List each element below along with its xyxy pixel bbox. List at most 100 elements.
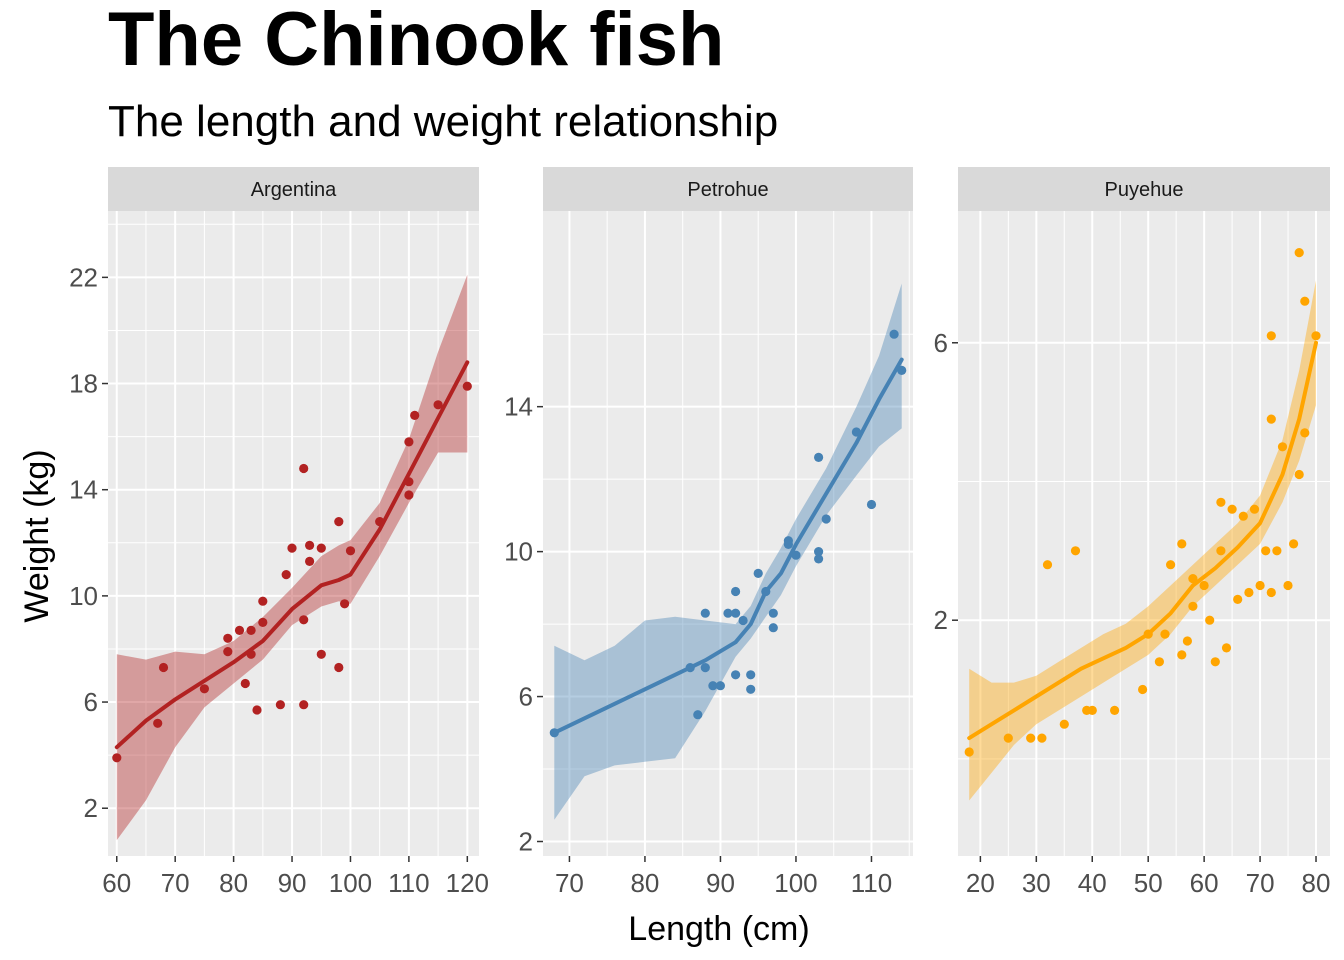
data-point-argentina-18 — [299, 700, 309, 710]
confidence-band-petrohue — [554, 283, 902, 820]
data-point-puyehue-18 — [1188, 574, 1198, 584]
data-point-puyehue-35 — [1266, 414, 1276, 424]
data-point-puyehue-33 — [1266, 587, 1276, 598]
data-point-argentina-14 — [281, 570, 291, 580]
x-axis-label: Length (cm) — [628, 910, 809, 948]
data-point-puyehue-2 — [1026, 733, 1036, 743]
data-point-petrohue-23 — [814, 554, 824, 564]
data-point-puyehue-1 — [1003, 733, 1013, 743]
data-point-argentina-3 — [199, 684, 209, 694]
data-point-puyehue-13 — [1160, 629, 1170, 639]
data-point-petrohue-21 — [814, 452, 824, 462]
data-point-petrohue-13 — [746, 684, 756, 694]
data-point-petrohue-7 — [723, 608, 733, 618]
facet-argentina: Argentina 60 70 80 90 100 110 120 2 6 10 14 18 22 — [69, 167, 489, 898]
facet-strip-petrohue — [543, 167, 913, 211]
data-point-puyehue-40 — [1294, 248, 1304, 258]
data-point-puyehue-5 — [1059, 719, 1069, 729]
x-tick-label-argentina-60: 60 — [102, 868, 131, 898]
panel-content-argentina — [108, 211, 479, 856]
facet-strip-puyehue — [958, 167, 1330, 211]
data-point-argentina-7 — [240, 678, 250, 689]
data-point-argentina-4 — [223, 647, 233, 657]
data-point-puyehue-17 — [1182, 636, 1192, 646]
y-tick-label-petrohue-10: 10 — [504, 537, 533, 567]
data-point-puyehue-43 — [1300, 428, 1310, 438]
data-point-puyehue-10 — [1138, 684, 1148, 695]
panel-content-puyehue — [958, 211, 1330, 856]
data-point-argentina-24 — [334, 662, 344, 673]
data-point-puyehue-21 — [1205, 615, 1215, 625]
data-point-puyehue-16 — [1177, 650, 1187, 660]
data-point-argentina-23 — [334, 517, 344, 527]
chart-title: The Chinook fish — [108, 0, 725, 82]
y-tick-label-argentina-22: 22 — [69, 262, 98, 292]
data-point-puyehue-37 — [1277, 442, 1288, 452]
data-point-petrohue-26 — [866, 499, 877, 510]
data-point-argentina-2 — [158, 662, 169, 673]
data-point-petrohue-12 — [746, 670, 756, 680]
data-point-puyehue-4 — [1042, 560, 1053, 570]
chart-subtitle: The length and weight relationship — [108, 97, 779, 146]
x-tick-label-puyehue-80: 80 — [1302, 868, 1331, 898]
data-point-petrohue-4 — [700, 663, 710, 673]
facet-strip-label-puyehue: Puyehue — [1105, 179, 1184, 201]
y-tick-label-argentina-10: 10 — [69, 581, 98, 611]
data-point-puyehue-3 — [1037, 733, 1047, 743]
data-point-argentina-15 — [287, 543, 297, 553]
data-point-puyehue-36 — [1272, 546, 1282, 556]
data-point-puyehue-8 — [1087, 705, 1097, 716]
x-tick-label-petrohue-80: 80 — [630, 868, 659, 898]
data-point-argentina-26 — [345, 546, 356, 556]
data-point-puyehue-34 — [1266, 331, 1276, 341]
data-point-argentina-12 — [258, 596, 268, 606]
data-point-argentina-17 — [299, 615, 309, 625]
confidence-band-argentina — [116, 274, 468, 841]
x-tick-label-petrohue-100: 100 — [774, 868, 817, 898]
data-point-puyehue-30 — [1249, 504, 1260, 514]
facet-puyehue: Puyehue 20 30 40 50 60 70 80 2 6 — [934, 167, 1331, 898]
data-point-argentina-33 — [462, 381, 472, 391]
y-tick-label-argentina-18: 18 — [69, 369, 98, 399]
data-point-petrohue-6 — [715, 681, 726, 691]
x-tick-label-puyehue-30: 30 — [1022, 868, 1051, 898]
data-point-puyehue-29 — [1244, 587, 1254, 598]
data-point-petrohue-19 — [783, 539, 794, 550]
data-point-argentina-22 — [316, 649, 326, 659]
data-point-argentina-32 — [433, 400, 443, 410]
data-point-argentina-6 — [234, 625, 245, 636]
data-point-argentina-5 — [223, 633, 233, 643]
y-tick-label-argentina-14: 14 — [69, 475, 98, 505]
data-point-puyehue-9 — [1110, 705, 1120, 716]
data-point-puyehue-44 — [1311, 331, 1321, 341]
data-point-argentina-13 — [275, 700, 285, 710]
data-point-argentina-19 — [305, 556, 315, 567]
x-tick-label-argentina-80: 80 — [219, 868, 248, 898]
data-point-puyehue-24 — [1216, 497, 1226, 507]
facet-strip-label-petrohue: Petrohue — [687, 179, 768, 201]
data-point-puyehue-39 — [1289, 539, 1299, 549]
data-point-puyehue-15 — [1177, 539, 1187, 549]
data-point-puyehue-32 — [1261, 546, 1271, 556]
data-point-petrohue-5 — [708, 681, 718, 691]
data-point-petrohue-3 — [700, 608, 710, 618]
data-point-puyehue-20 — [1199, 580, 1209, 591]
data-point-petrohue-24 — [821, 514, 831, 524]
panel-background-puyehue — [958, 211, 1330, 856]
smooth-line-petrohue — [552, 357, 904, 735]
data-point-petrohue-27 — [889, 329, 899, 339]
x-tick-label-puyehue-50: 50 — [1134, 868, 1163, 898]
y-axis-label: Weight (kg) — [18, 449, 56, 622]
data-point-puyehue-42 — [1300, 296, 1310, 306]
data-point-petrohue-16 — [768, 623, 778, 633]
data-point-argentina-11 — [258, 617, 268, 628]
data-point-argentina-10 — [252, 705, 262, 715]
data-point-petrohue-14 — [753, 568, 763, 579]
smooth-line-argentina — [114, 360, 470, 750]
data-point-puyehue-19 — [1188, 601, 1198, 611]
x-tick-label-petrohue-110: 110 — [851, 868, 892, 898]
panel-content-petrohue — [543, 211, 913, 856]
data-point-argentina-1 — [153, 718, 163, 728]
facet-strip-argentina — [108, 167, 479, 211]
